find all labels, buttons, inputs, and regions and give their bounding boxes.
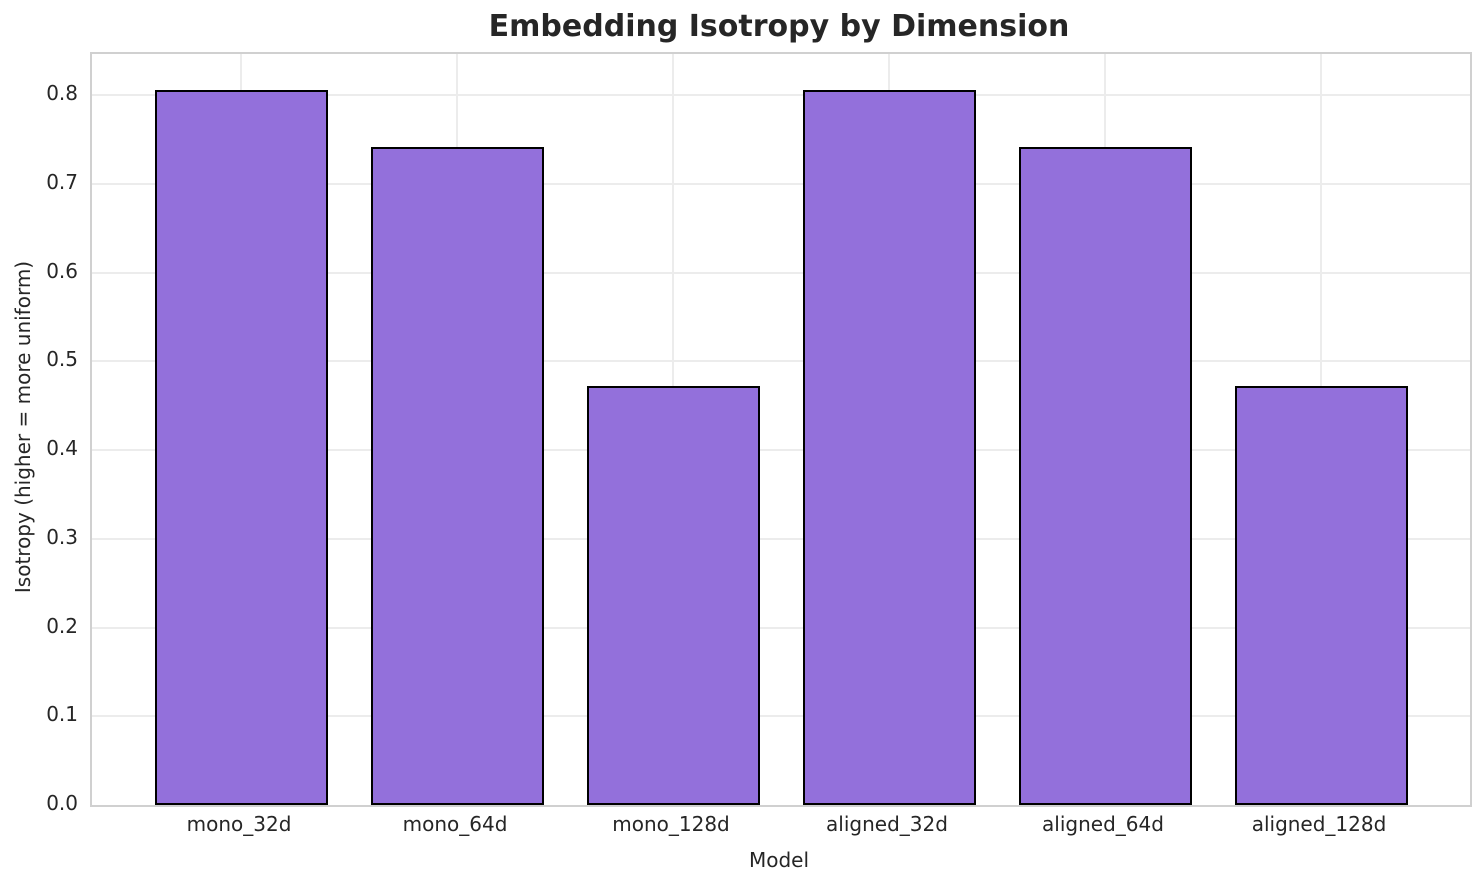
x-tick-label-mono_64d: mono_64d bbox=[402, 812, 508, 836]
x-axis-label: Model bbox=[748, 848, 810, 872]
bar-mono_128d bbox=[586, 386, 760, 805]
gridline-horizontal bbox=[92, 360, 1470, 363]
y-tick-label: 0.1 bbox=[46, 702, 78, 727]
gridline-horizontal bbox=[92, 182, 1470, 185]
plot-area bbox=[90, 52, 1472, 807]
y-tick-label: 0.0 bbox=[46, 791, 78, 815]
y-tick-label: 0.2 bbox=[46, 613, 78, 638]
gridline-horizontal bbox=[92, 537, 1470, 540]
bar-aligned_128d bbox=[1234, 386, 1408, 805]
bar-aligned_32d bbox=[802, 89, 976, 805]
y-tick-label: 0.4 bbox=[46, 436, 78, 460]
gridline-horizontal bbox=[92, 94, 1470, 96]
x-tick-label-mono_32d: mono_32d bbox=[186, 812, 292, 836]
y-tick-label: 0.5 bbox=[46, 347, 78, 372]
bar-mono_32d bbox=[154, 89, 328, 805]
bar-mono_64d bbox=[370, 147, 544, 805]
y-tick-label: 0.8 bbox=[46, 81, 78, 105]
x-tick-label-aligned_32d: aligned_32d bbox=[826, 812, 948, 836]
gridline-horizontal bbox=[92, 715, 1470, 718]
chart-title: Embedding Isotropy by Dimension bbox=[488, 9, 1070, 44]
gridline-horizontal bbox=[92, 271, 1470, 274]
y-tick-label: 0.3 bbox=[46, 524, 78, 549]
gridline-horizontal bbox=[92, 449, 1470, 451]
y-tick-label: 0.7 bbox=[46, 169, 78, 194]
x-tick-label-aligned_64d: aligned_64d bbox=[1042, 812, 1164, 836]
x-tick-label-mono_128d: mono_128d bbox=[612, 812, 730, 836]
bar-aligned_64d bbox=[1018, 147, 1192, 805]
x-tick-label-aligned_128d: aligned_128d bbox=[1251, 812, 1387, 836]
gridline-horizontal bbox=[92, 626, 1470, 629]
y-tick-label: 0.6 bbox=[46, 258, 78, 283]
